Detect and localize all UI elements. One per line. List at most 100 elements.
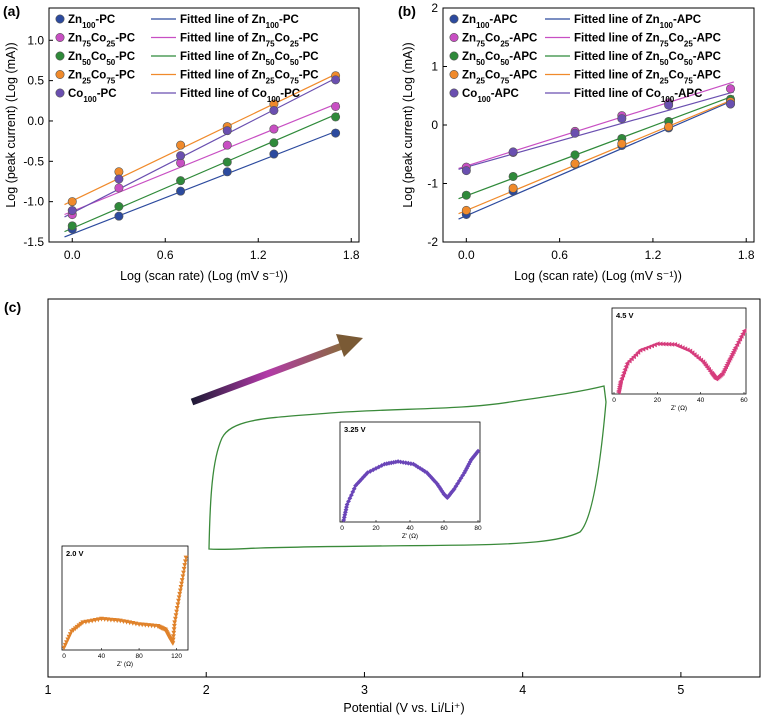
inset-marker [180,574,186,580]
legend-fit-label: Fitted line of Zn50Co50-PC [180,51,319,67]
inset-marker [376,464,382,470]
panel-a-ylabel: Log (peak current) (Log (mA)) [4,42,18,207]
nyquist-inset-2v: 2.0 V 0 40 80 120 Z' (Ω) [61,545,189,668]
data-point [617,139,627,149]
inset-marker [183,555,189,561]
inset-marker [732,345,738,350]
panel-b-fit-lines [458,81,735,220]
data-point [222,167,232,177]
panel-a-legend: Zn100-PC Fitted line of Zn100-PC Zn75Co25-… [55,14,319,104]
data-point [664,100,674,110]
data-point [67,197,77,207]
panel-b-ylabel: Log (peak current) (Log (mA)) [401,42,415,207]
data-point [461,190,471,200]
data-point [570,159,580,169]
inset-marker [173,616,178,622]
data-point [726,99,736,109]
inset-x-tick-label: 40 [98,653,106,660]
panel-c-xlabel: Potential (V vs. Li/Li⁺) [343,701,464,715]
x-tick-label: 0.6 [551,248,568,262]
inset-x-tick-label: 60 [740,397,748,404]
data-point [176,186,186,196]
legend-label: Zn100-PC [68,14,115,30]
legend-fit-label: Fitted line of Zn100-APC [574,14,701,30]
inset-marker [446,493,451,499]
inset-marker [365,470,370,476]
data-point [176,151,186,161]
cv-loop [208,385,607,551]
inset-marker [170,637,176,643]
inset-marker [433,479,438,485]
inset-marker [738,333,744,339]
inset-marker [631,354,636,360]
inset-marker [623,363,629,369]
inset-marker [398,459,403,465]
legend-marker [449,51,459,61]
legend-marker [55,88,65,98]
data-point [67,221,77,231]
panel-a-label: (a) [3,3,20,19]
legend-label: Zn25Co75-PC [68,70,135,86]
data-point [67,206,77,216]
y-tick-label: -1.0 [23,195,44,209]
inset-marker [174,609,179,615]
inset-marker [618,378,623,384]
inset-marker [83,619,89,625]
inset-marker [635,350,641,355]
legend-fit-label: Fitted line of Zn25Co75-APC [574,70,721,86]
x-tick-label: 5 [677,683,684,697]
inset-x-tick-label: 0 [62,653,66,660]
inset-marker [86,619,92,624]
y-tick-label: 0.0 [27,114,44,128]
y-tick-label: -2 [427,235,438,249]
inset-marker [386,460,392,466]
nyquist-inset-4v5: 4.5 V 0 20 40 60 Z' (Ω) [611,307,748,412]
legend-label: Zn25Co75-APC [462,70,537,86]
y-tick-label: 1.0 [27,33,44,47]
data-point [114,174,124,184]
inset-marker [99,616,104,622]
x-tick-label: 4 [519,683,526,697]
panel-a-fit-lines [64,72,340,238]
data-point [461,166,471,176]
inset-voltage-label: 3.25 V [344,425,366,434]
inset-marker [181,566,187,572]
inset-marker [176,595,182,601]
inset-x-tick-label: 20 [654,397,662,404]
inset-marker [465,463,471,469]
inset-marker [80,620,86,626]
inset-marker [669,342,675,347]
inset-marker [170,641,176,646]
inset-xlabel: Z' (Ω) [402,533,418,540]
y-tick-label: -1.5 [23,235,44,249]
inset-marker [666,341,672,347]
legend-fit-label: Fitted line of Zn100-PC [180,14,299,30]
legend-marker [449,70,459,80]
inset-x-tick-label: 120 [171,653,182,660]
legend-label: Zn100-APC [462,14,518,30]
y-tick-label: 0.5 [27,74,44,88]
legend-label: Zn75Co25-APC [462,33,537,49]
x-tick-label: 1 [45,683,52,697]
y-tick-label: 0 [431,118,438,132]
nyquist-inset-3v25: 3.25 V 0 20 40 60 80 Z' (Ω) [339,421,482,540]
data-point [331,75,341,85]
inset-marker [182,563,188,568]
data-point [269,124,279,134]
inset-x-tick-label: 0 [340,525,344,532]
fit-line [458,98,735,215]
data-point [331,101,341,111]
inset-marker [654,341,660,347]
inset-marker [96,617,101,623]
data-point [176,176,186,186]
legend-marker [55,51,65,61]
inset-marker [175,602,181,608]
y-tick-label: -1 [427,177,438,191]
inset-marker [171,627,177,633]
x-tick-label: 0.0 [64,248,81,262]
inset-marker [619,375,624,381]
x-tick-label: 0.0 [458,248,475,262]
inset-marker [361,474,366,480]
inset-marker [172,620,178,626]
inset-marker [181,570,186,576]
